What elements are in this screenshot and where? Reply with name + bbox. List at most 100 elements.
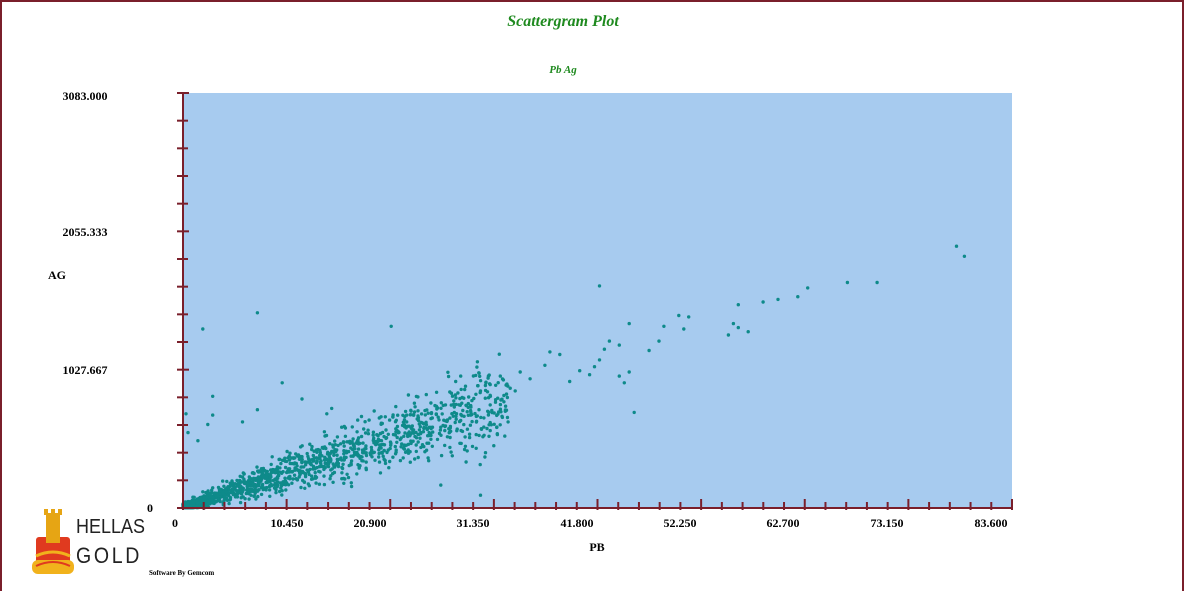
data-point (496, 381, 500, 385)
hellas-gold-logo: HELLAS GOLD (32, 509, 145, 574)
data-point (460, 395, 464, 400)
data-point (369, 449, 374, 453)
data-point (627, 321, 631, 326)
data-point (405, 420, 409, 424)
data-point (481, 435, 485, 439)
data-point (252, 494, 256, 498)
data-point (466, 413, 470, 417)
data-point (325, 412, 329, 416)
data-point (312, 449, 316, 453)
x-tick-label-1: 10.450 (271, 516, 304, 530)
data-point (416, 455, 420, 460)
data-point (345, 440, 349, 444)
data-point (239, 480, 244, 484)
data-point (424, 420, 428, 424)
data-point (256, 494, 260, 499)
data-point (414, 449, 418, 454)
x-tick-label-4: 41.800 (561, 516, 594, 530)
data-point (204, 504, 208, 508)
data-point (354, 441, 358, 445)
data-point (335, 453, 339, 457)
data-point (408, 413, 412, 417)
data-point (300, 397, 304, 401)
data-point (682, 327, 686, 331)
data-point (417, 428, 422, 432)
data-point (437, 418, 441, 422)
data-point (243, 497, 247, 501)
data-point (453, 393, 457, 397)
data-point (259, 492, 264, 497)
data-point (376, 437, 381, 441)
data-point (364, 453, 369, 458)
data-point (443, 424, 448, 428)
data-point (736, 325, 740, 330)
data-point (465, 410, 469, 414)
data-point (486, 376, 490, 380)
data-point (310, 447, 314, 452)
data-point (435, 407, 439, 411)
data-point (256, 482, 260, 486)
data-point (283, 465, 288, 470)
data-point (429, 411, 434, 416)
data-point (488, 403, 492, 407)
data-point (286, 476, 290, 480)
data-point (411, 413, 416, 417)
data-point (303, 486, 307, 490)
data-point (297, 457, 302, 461)
data-point (452, 399, 456, 403)
x-tick-label-5: 52.250 (664, 516, 697, 530)
data-point (438, 428, 443, 432)
data-point (260, 469, 264, 473)
data-point (414, 443, 418, 447)
data-point (427, 441, 431, 445)
data-point (259, 467, 264, 471)
data-point (235, 478, 239, 483)
data-point (239, 492, 244, 496)
data-point (335, 457, 339, 461)
data-point (494, 383, 498, 387)
data-point (255, 465, 259, 469)
data-point (429, 426, 433, 431)
data-point (310, 444, 314, 449)
data-point (470, 412, 474, 417)
data-point (439, 483, 443, 487)
data-point (508, 386, 512, 390)
data-point (272, 486, 277, 490)
data-point (406, 434, 410, 439)
data-point (211, 413, 215, 417)
data-point (483, 455, 487, 459)
data-point (382, 443, 387, 447)
data-point (622, 381, 626, 385)
data-point (488, 382, 492, 387)
data-point (347, 463, 351, 468)
y-tick-label-0: 0 (147, 501, 153, 515)
data-point (287, 467, 292, 471)
data-point (429, 401, 433, 405)
data-point (322, 464, 326, 469)
data-point (240, 420, 245, 424)
data-point (475, 365, 479, 369)
data-point (280, 381, 284, 385)
data-point (455, 429, 459, 433)
data-point (293, 461, 297, 465)
data-point (478, 462, 482, 467)
data-point (483, 451, 488, 455)
data-point (295, 477, 299, 482)
data-point (311, 453, 315, 458)
data-point (761, 300, 765, 304)
data-point (474, 432, 478, 437)
data-point (295, 468, 300, 472)
data-point (349, 441, 353, 445)
data-point (276, 474, 281, 478)
data-point (458, 441, 462, 445)
data-point (568, 379, 572, 384)
data-point (412, 401, 417, 405)
data-point (184, 412, 188, 416)
data-point (482, 416, 486, 420)
data-point (393, 444, 397, 449)
data-point (278, 489, 282, 494)
data-point (268, 473, 272, 477)
data-point (323, 455, 327, 459)
data-point (253, 491, 257, 495)
data-point (401, 446, 406, 450)
